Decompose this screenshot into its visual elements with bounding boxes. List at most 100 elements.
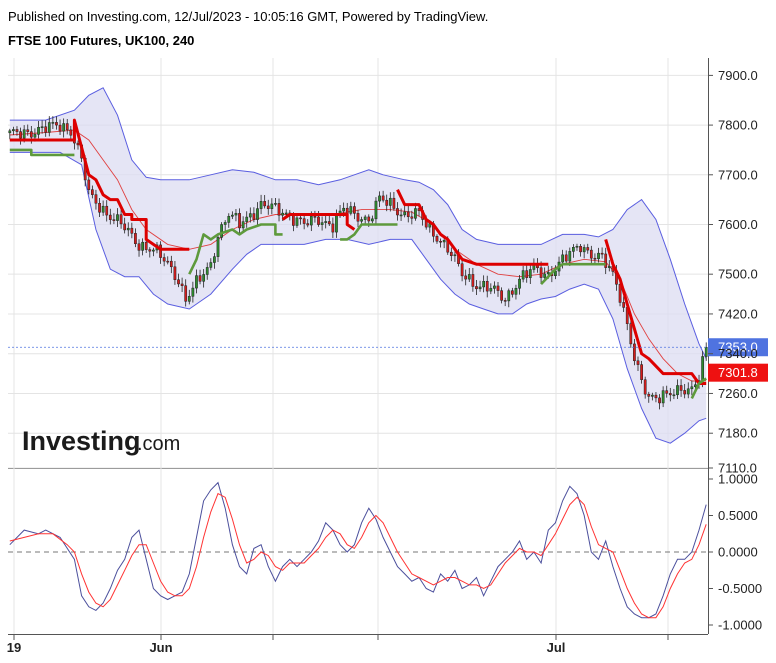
candle-body (374, 200, 378, 220)
candle-body (449, 251, 453, 256)
oscillator-tick-label: -0.5000 (718, 581, 762, 596)
candle-body (528, 269, 532, 278)
candle-body (198, 275, 202, 282)
price-tick-label: 7800.0 (718, 118, 758, 133)
candle-body (435, 235, 439, 242)
trailing-stop-bull (340, 223, 398, 241)
candle-body (101, 205, 105, 213)
candle-body (144, 241, 148, 250)
candle-body (654, 394, 658, 399)
candle-body (658, 397, 661, 404)
oscillator-tick-label: 0.0000 (718, 545, 758, 560)
trailing-stop-bear (281, 213, 356, 231)
candle-body (295, 217, 299, 226)
candle-body (19, 131, 22, 139)
candle-body (414, 208, 417, 219)
candle-body (76, 142, 80, 146)
candle-body (195, 275, 198, 289)
candle-body (148, 249, 152, 252)
candle-body (29, 131, 33, 138)
candle-body (130, 227, 134, 234)
candle-body (274, 203, 277, 205)
price-tick-label: 7420.0 (718, 306, 758, 321)
candle-body (263, 201, 267, 207)
candle-body (277, 203, 281, 216)
candle-body (62, 123, 66, 132)
candle-body (439, 240, 442, 243)
candle-body (191, 287, 195, 297)
price-tick-label: 7340.0 (718, 346, 758, 361)
candle-body (489, 288, 493, 292)
oscillator-axis-ticks: 1.0000 0.5000 0.0000 -0.5000 -1.0000 (708, 472, 762, 633)
candle-body (123, 223, 127, 231)
candle-body (600, 252, 604, 255)
candle-body (482, 281, 486, 288)
candle-body (471, 274, 475, 287)
candle-body (141, 241, 144, 251)
candle-body (205, 267, 209, 275)
candle-body (589, 249, 593, 259)
candle-body (252, 213, 256, 220)
candle-body (514, 288, 518, 295)
candle-body (119, 214, 123, 225)
candle-body (327, 221, 331, 225)
candle-body (518, 278, 521, 289)
candle-body (493, 285, 496, 289)
candle-body (371, 218, 374, 222)
investing-logo: Investing .com (22, 426, 180, 456)
candle-body (679, 385, 683, 391)
candle-body (363, 216, 367, 220)
trailing-stop-bull (188, 223, 283, 275)
upper-band-line (9, 87, 707, 359)
signal-line (9, 492, 707, 619)
candle-body (202, 274, 206, 282)
candle-body (342, 207, 346, 212)
price-tick-label: 7260.0 (718, 386, 758, 401)
candle-body (453, 254, 457, 257)
chart-title: FTSE 100 Futures, UK100, 240 (8, 33, 195, 48)
price-tick-label: 7600.0 (718, 217, 758, 232)
candle-body (177, 279, 180, 285)
candle-body (302, 218, 306, 224)
candle-body (568, 251, 572, 262)
candle-body (44, 126, 48, 133)
candle-body (525, 270, 529, 278)
candle-body (137, 243, 141, 251)
candle-body (180, 283, 184, 286)
candle-body (105, 205, 109, 216)
candle-body (582, 247, 586, 253)
candle-body (360, 219, 363, 222)
candle-body (607, 266, 611, 268)
candle-body (554, 270, 557, 277)
candle-body (108, 214, 112, 220)
candle-body (496, 285, 500, 291)
candle-body (245, 216, 249, 222)
candle-body (500, 290, 503, 301)
candle-body (292, 214, 295, 226)
candle-body (651, 394, 654, 397)
candle-body (406, 211, 410, 218)
candle-body (216, 237, 220, 257)
candle-body (12, 129, 15, 132)
candle-body (234, 213, 238, 216)
candle-body (378, 195, 381, 202)
candle-body (668, 393, 672, 396)
candle-body (256, 208, 259, 220)
candle-body (403, 211, 407, 216)
candle-body (51, 122, 55, 124)
candle-body (22, 129, 26, 139)
candle-body (345, 207, 349, 214)
candlesticks (8, 116, 708, 410)
candle-body (116, 214, 119, 221)
candle-body (676, 385, 679, 396)
candle-body (187, 296, 191, 302)
candle-body (126, 227, 130, 231)
candle-body (33, 134, 37, 138)
candle-body (166, 260, 170, 263)
candle-body (227, 216, 231, 223)
candle-body (442, 240, 446, 243)
candle-body (8, 130, 12, 134)
candle-body (47, 122, 51, 133)
candle-body (15, 129, 19, 132)
